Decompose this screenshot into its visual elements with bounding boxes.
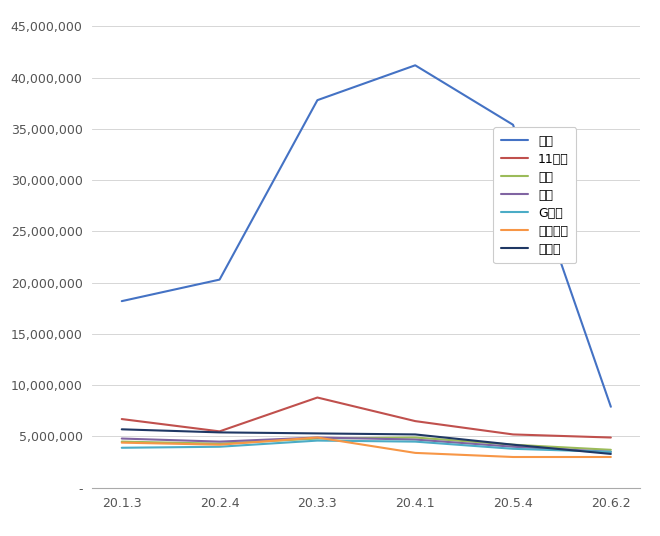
인터파크 xyxy=(607,454,615,460)
Line: 위메프: 위메프 xyxy=(121,429,611,454)
위메프 xyxy=(509,442,517,448)
11번가 xyxy=(607,434,615,441)
쿠팡 xyxy=(314,97,321,103)
옷선 xyxy=(411,434,419,441)
위메프 xyxy=(117,426,125,433)
쿠팡 xyxy=(216,277,224,283)
티모 xyxy=(216,438,224,445)
인터파크 xyxy=(411,450,419,456)
인터파크 xyxy=(509,454,517,460)
인터파크 xyxy=(216,442,224,448)
옷선 xyxy=(509,442,517,448)
옷선 xyxy=(117,438,125,445)
Line: 옷선: 옷선 xyxy=(121,437,611,450)
Line: 11번가: 11번가 xyxy=(121,398,611,437)
티모 xyxy=(411,436,419,443)
쿠팡 xyxy=(607,404,615,410)
옷선 xyxy=(607,446,615,453)
쿠팡 xyxy=(509,122,517,128)
티모 xyxy=(509,443,517,450)
위메프 xyxy=(314,430,321,437)
인터파크 xyxy=(117,440,125,446)
쿠팡 xyxy=(117,298,125,304)
G마쾓 xyxy=(117,444,125,451)
티모 xyxy=(607,449,615,455)
Line: 티모: 티모 xyxy=(121,437,611,452)
위메프 xyxy=(607,451,615,457)
11번가 xyxy=(117,416,125,422)
11번가 xyxy=(314,394,321,401)
티모 xyxy=(314,434,321,441)
Line: 인터파크: 인터파크 xyxy=(121,437,611,457)
옷선 xyxy=(216,441,224,447)
Line: 쿠팡: 쿠팡 xyxy=(121,65,611,407)
G마쾓 xyxy=(509,445,517,452)
위메프 xyxy=(216,429,224,436)
11번가 xyxy=(509,431,517,438)
쿠팡 xyxy=(411,62,419,69)
Line: G마쾓: G마쾓 xyxy=(121,441,611,452)
G마쾓 xyxy=(314,437,321,444)
옷선 xyxy=(314,435,321,442)
인터파크 xyxy=(314,434,321,441)
위메프 xyxy=(411,431,419,438)
G마쾓 xyxy=(216,443,224,450)
G마쾓 xyxy=(411,438,419,445)
티모 xyxy=(117,435,125,442)
11번가 xyxy=(216,428,224,435)
G마쾓 xyxy=(607,449,615,455)
Legend: 쿠팡, 11번가, 옷선, 티모, G마쾓, 인터파크, 위메프: 쿠팡, 11번가, 옷선, 티모, G마쾓, 인터파크, 위메프 xyxy=(493,128,576,263)
11번가 xyxy=(411,418,419,425)
